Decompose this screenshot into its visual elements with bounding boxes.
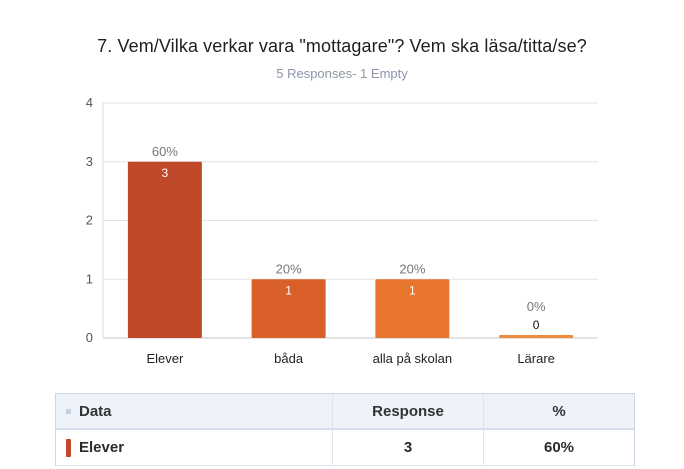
- bar: [499, 335, 574, 338]
- bar-value-label: 1: [285, 283, 292, 297]
- bar-percent-label: 20%: [276, 261, 302, 276]
- x-category-label: alla på skolan: [373, 351, 453, 366]
- x-category-label: Elever: [146, 351, 184, 366]
- x-category-label: båda: [274, 351, 304, 366]
- bar-value-label: 0: [533, 318, 540, 332]
- table-header-row: Data Response %: [56, 394, 634, 430]
- bar-percent-label: 60%: [152, 144, 178, 159]
- header-label-data: Data: [79, 402, 112, 420]
- y-tick-label: 4: [86, 95, 93, 110]
- y-tick-label: 2: [86, 213, 93, 228]
- bar: [127, 161, 202, 338]
- bar-percent-label: 20%: [399, 261, 425, 276]
- chart-subtitle: 5 Responses- 1 Empty: [276, 66, 408, 81]
- row-percent: 60%: [543, 439, 575, 456]
- y-tick-label: 3: [86, 154, 93, 169]
- bar: [375, 279, 450, 338]
- table-header-response[interactable]: Response: [333, 394, 484, 428]
- table-cell-percent: 60%: [484, 430, 634, 465]
- row-label: Elever: [79, 439, 125, 456]
- bar-value-label: 3: [162, 166, 169, 180]
- header-label-percent: %: [552, 402, 566, 420]
- table-cell-response: 3: [333, 430, 484, 465]
- table-cell-label: Elever: [56, 430, 333, 465]
- table-row: Elever 3 60%: [56, 430, 634, 466]
- bar-percent-label: 0%: [527, 299, 546, 314]
- row-response: 3: [403, 439, 413, 456]
- chart-title: 7. Vem/Vilka verkar vara "mottagare"? Ve…: [97, 36, 587, 56]
- sort-handle-icon: [66, 408, 71, 414]
- y-tick-label: 1: [86, 271, 93, 286]
- y-tick-label: 0: [86, 330, 93, 345]
- x-category-label: Lärare: [517, 351, 555, 366]
- bar-value-label: 1: [409, 283, 416, 297]
- header-label-response: Response: [372, 402, 444, 420]
- table-header-percent[interactable]: %: [484, 394, 634, 428]
- table-header-data[interactable]: Data: [56, 394, 333, 428]
- series-color-swatch: [66, 438, 71, 457]
- response-table: Data Response % Elever 3 60%: [55, 393, 635, 466]
- bar-chart: 0 1 2 3 4 60% 3 Elever 20% 1 båda 20% 1 alla på skola…: [86, 95, 598, 366]
- bar: [251, 279, 326, 338]
